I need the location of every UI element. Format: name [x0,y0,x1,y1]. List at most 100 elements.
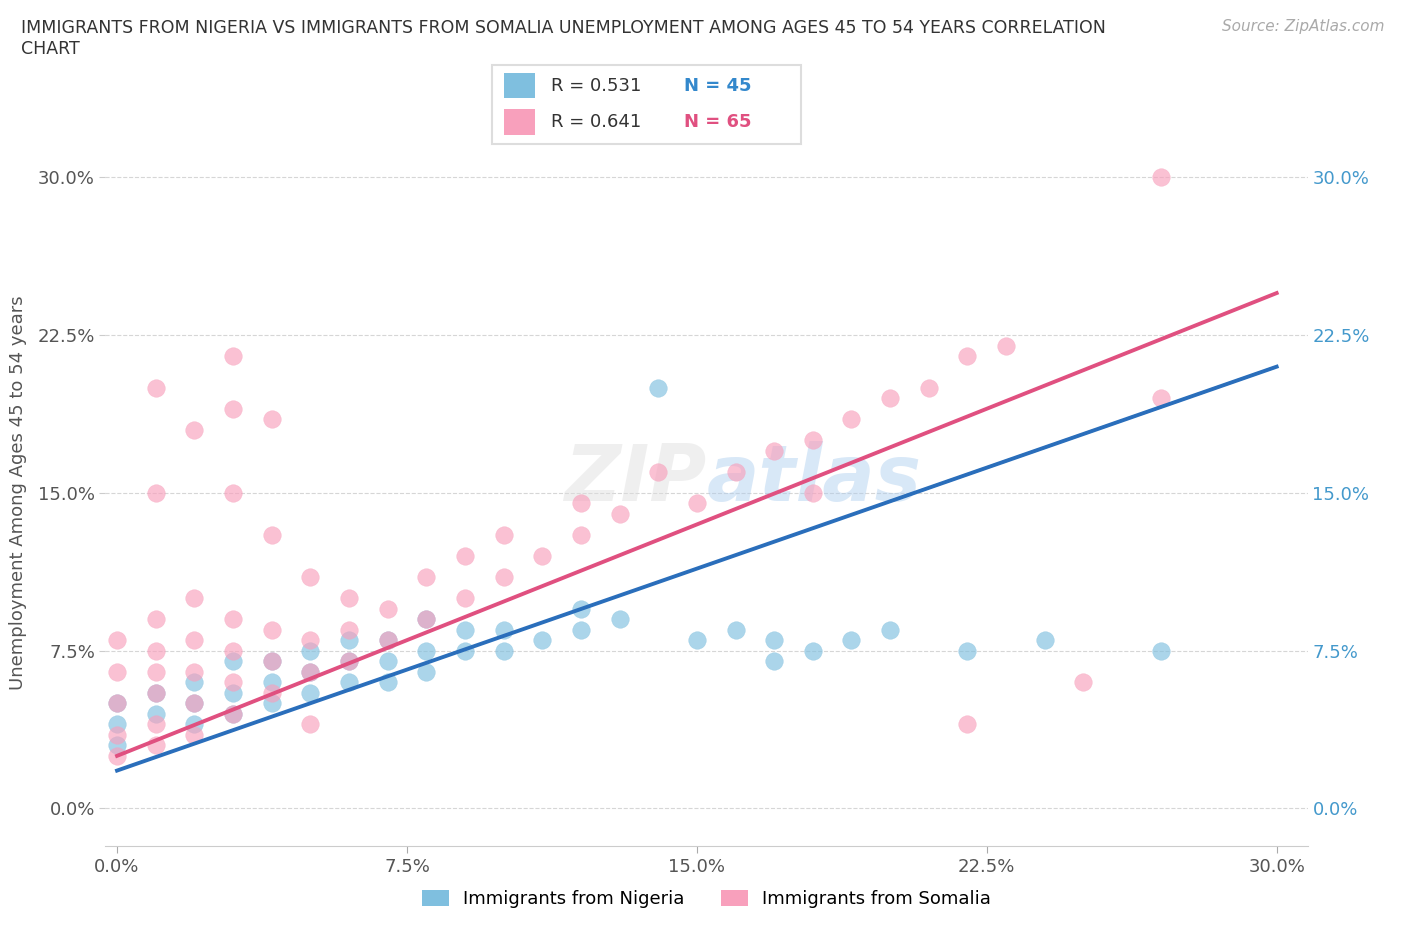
Point [222,349,245,364]
Point [569,601,592,616]
Point [724,622,747,637]
Point [454,591,477,605]
Point [260,675,283,690]
Point [801,644,824,658]
Point [415,664,437,679]
Point [222,485,245,500]
Point [1033,632,1056,647]
Point [956,717,979,732]
Point [145,685,167,700]
Point [145,485,167,500]
Point [686,632,709,647]
Point [531,549,554,564]
Point [415,612,437,627]
Point [260,527,283,542]
Point [222,707,245,722]
Point [260,696,283,711]
Point [145,737,167,752]
Point [222,644,245,658]
Point [105,749,128,764]
Point [415,644,437,658]
Point [337,675,360,690]
Text: R = 0.531: R = 0.531 [551,76,641,95]
Point [377,654,399,669]
Point [337,654,360,669]
Point [222,675,245,690]
Point [337,632,360,647]
Text: N = 65: N = 65 [683,113,751,131]
Point [145,707,167,722]
Point [1150,170,1173,185]
Bar [505,73,536,99]
Point [956,644,979,658]
Point [145,685,167,700]
Point [183,696,205,711]
Point [105,696,128,711]
Point [454,622,477,637]
Point [337,591,360,605]
Point [918,380,941,395]
Point [299,685,322,700]
Point [105,727,128,742]
Point [183,664,205,679]
Text: atlas: atlas [707,441,921,517]
Legend: Immigrants from Nigeria, Immigrants from Somalia: Immigrants from Nigeria, Immigrants from… [415,883,998,915]
Point [145,664,167,679]
Point [879,391,901,405]
Point [492,644,515,658]
Text: R = 0.641: R = 0.641 [551,113,641,131]
Point [609,507,631,522]
Point [492,622,515,637]
Text: IMMIGRANTS FROM NIGERIA VS IMMIGRANTS FROM SOMALIA UNEMPLOYMENT AMONG AGES 45 TO: IMMIGRANTS FROM NIGERIA VS IMMIGRANTS FR… [21,19,1107,36]
Point [299,664,322,679]
Point [647,380,669,395]
Text: CHART: CHART [21,40,80,58]
Point [260,654,283,669]
Point [492,527,515,542]
Point [569,496,592,511]
Text: N = 45: N = 45 [683,76,751,95]
Point [841,412,863,427]
Point [454,644,477,658]
Point [299,632,322,647]
Point [145,717,167,732]
Point [222,685,245,700]
Point [299,664,322,679]
Point [763,654,786,669]
Point [105,664,128,679]
Point [763,632,786,647]
Point [299,569,322,584]
Point [145,380,167,395]
Point [415,612,437,627]
Point [337,654,360,669]
Point [183,675,205,690]
Y-axis label: Unemployment Among Ages 45 to 54 years: Unemployment Among Ages 45 to 54 years [8,296,27,690]
Point [686,496,709,511]
Point [377,601,399,616]
Point [222,707,245,722]
Point [647,464,669,479]
Point [183,632,205,647]
Point [299,644,322,658]
Point [609,612,631,627]
Point [569,527,592,542]
Point [492,569,515,584]
Point [183,717,205,732]
Point [1150,391,1173,405]
Point [105,696,128,711]
Point [183,696,205,711]
Text: Source: ZipAtlas.com: Source: ZipAtlas.com [1222,19,1385,33]
Point [145,612,167,627]
Point [260,412,283,427]
Point [145,644,167,658]
Point [337,622,360,637]
Point [299,717,322,732]
Point [1073,675,1095,690]
Point [531,632,554,647]
Point [260,622,283,637]
Point [1150,644,1173,658]
Point [260,685,283,700]
Point [222,402,245,417]
Point [801,432,824,447]
Point [377,675,399,690]
